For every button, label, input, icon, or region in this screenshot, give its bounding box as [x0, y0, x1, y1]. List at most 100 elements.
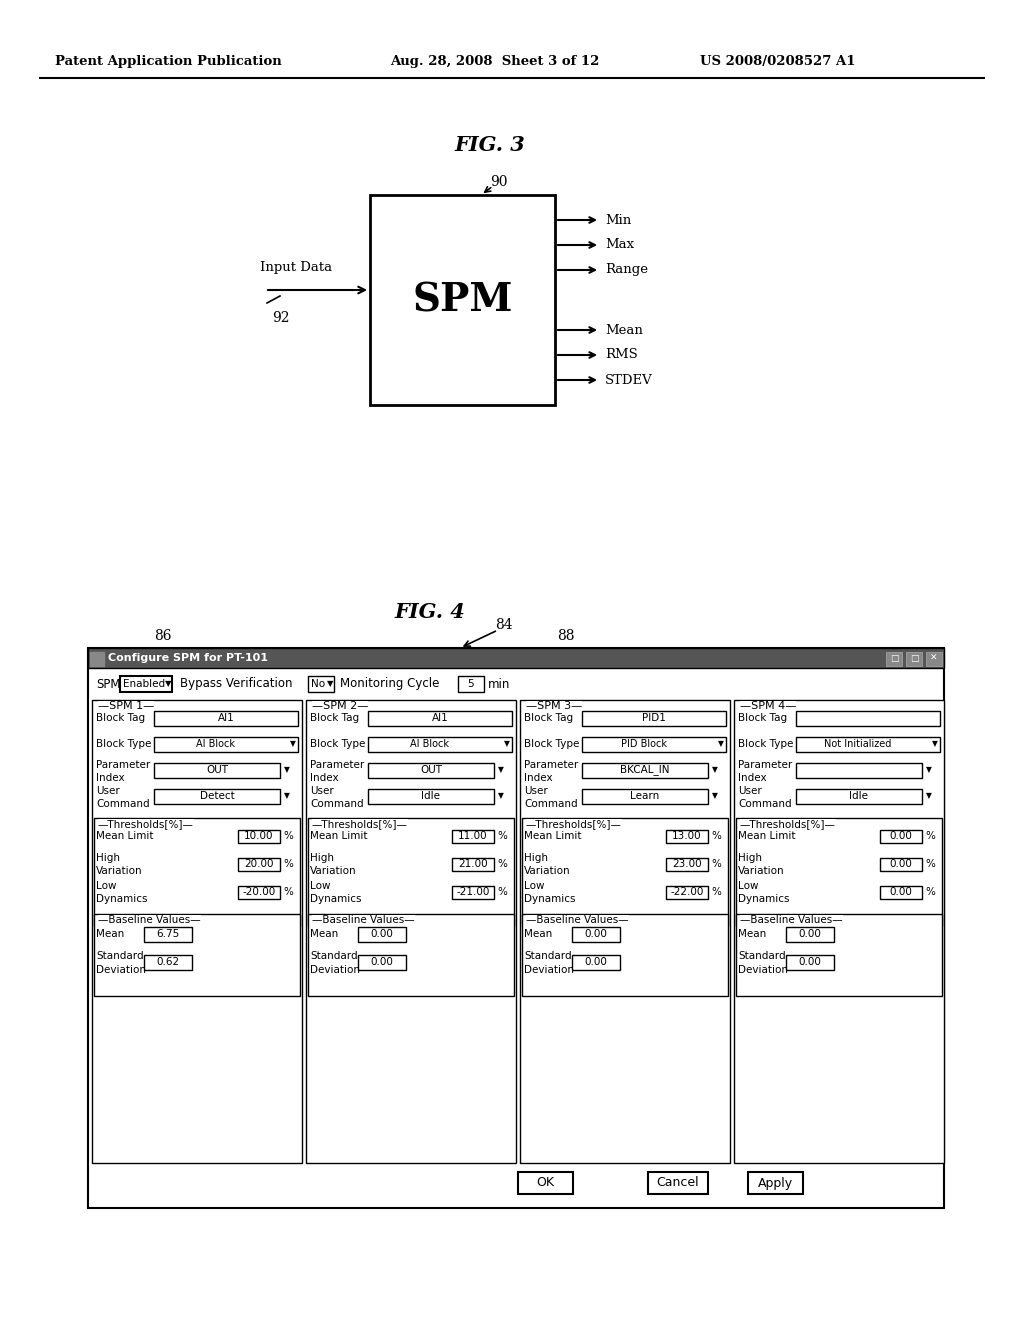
Text: ▼: ▼: [284, 766, 290, 775]
Bar: [358, 927, 406, 942]
Text: Mean: Mean: [96, 929, 124, 939]
Bar: [582, 711, 726, 726]
Text: %: %: [497, 887, 507, 898]
Text: —Thresholds[%]—: —Thresholds[%]—: [98, 818, 194, 829]
Text: Mean Limit: Mean Limit: [96, 832, 154, 841]
Bar: [370, 195, 555, 405]
Text: 21.00: 21.00: [458, 859, 487, 869]
Text: Block Tag: Block Tag: [96, 713, 145, 723]
Text: Not Initialized: Not Initialized: [824, 739, 892, 748]
Bar: [736, 818, 942, 927]
Text: —SPM 4—: —SPM 4—: [740, 701, 797, 711]
Text: Mean: Mean: [310, 929, 338, 939]
Bar: [306, 700, 516, 1163]
Text: Index: Index: [738, 774, 767, 783]
Bar: [666, 830, 708, 843]
Text: Low: Low: [96, 880, 117, 891]
Bar: [88, 648, 944, 1208]
Text: Deviation: Deviation: [738, 965, 788, 975]
Text: Bypass Verification: Bypass Verification: [180, 677, 293, 690]
Bar: [94, 913, 300, 997]
Text: Low: Low: [738, 880, 759, 891]
Bar: [582, 737, 726, 752]
Bar: [154, 737, 298, 752]
Text: ▼: ▼: [504, 739, 510, 748]
Text: %: %: [497, 859, 507, 869]
Text: Learn: Learn: [631, 791, 659, 801]
Text: Dynamics: Dynamics: [310, 894, 361, 904]
Bar: [368, 737, 512, 752]
Text: %: %: [283, 887, 293, 898]
Text: 11.00: 11.00: [458, 832, 487, 841]
Text: 0.00: 0.00: [585, 929, 607, 939]
Text: Block Tag: Block Tag: [738, 713, 787, 723]
Bar: [748, 1172, 803, 1195]
Text: User: User: [96, 785, 120, 796]
Text: ▼: ▼: [926, 766, 932, 775]
Text: %: %: [283, 859, 293, 869]
Bar: [458, 676, 484, 692]
Bar: [154, 789, 280, 804]
Text: ▼: ▼: [712, 766, 718, 775]
Text: %: %: [497, 832, 507, 841]
Bar: [522, 913, 728, 997]
Text: Cancel: Cancel: [656, 1176, 699, 1189]
Text: Dynamics: Dynamics: [96, 894, 147, 904]
Text: □: □: [909, 653, 919, 663]
Text: 13.00: 13.00: [672, 832, 701, 841]
Bar: [238, 830, 280, 843]
Text: AI Block: AI Block: [197, 739, 236, 748]
Text: %: %: [925, 832, 935, 841]
Text: %: %: [711, 887, 721, 898]
Text: Standard: Standard: [310, 950, 357, 961]
Bar: [368, 789, 494, 804]
Text: Min: Min: [605, 214, 631, 227]
Bar: [144, 954, 193, 970]
Text: %: %: [711, 832, 721, 841]
Bar: [648, 1172, 708, 1195]
Text: Variation: Variation: [96, 866, 142, 876]
Bar: [308, 676, 334, 692]
Text: SPM: SPM: [96, 677, 121, 690]
Bar: [308, 818, 514, 927]
Bar: [736, 913, 942, 997]
Text: Block Type: Block Type: [310, 739, 366, 748]
Text: 0.00: 0.00: [890, 832, 912, 841]
Text: RMS: RMS: [605, 348, 638, 362]
Text: Mean Limit: Mean Limit: [310, 832, 368, 841]
Text: ▼: ▼: [932, 739, 938, 748]
Text: AI1: AI1: [432, 713, 449, 723]
Text: 88: 88: [557, 630, 574, 643]
Text: 0.00: 0.00: [890, 887, 912, 898]
Bar: [796, 737, 940, 752]
Text: Dynamics: Dynamics: [524, 894, 575, 904]
Text: —SPM 3—: —SPM 3—: [526, 701, 583, 711]
Text: Monitoring Cycle: Monitoring Cycle: [340, 677, 439, 690]
Bar: [452, 886, 494, 899]
Text: -20.00: -20.00: [243, 887, 275, 898]
Text: AI1: AI1: [218, 713, 234, 723]
Bar: [880, 886, 922, 899]
Text: AI Block: AI Block: [411, 739, 450, 748]
Bar: [368, 763, 494, 777]
Bar: [734, 700, 944, 1163]
Text: ▼: ▼: [290, 739, 296, 748]
Bar: [906, 652, 922, 667]
Text: ▼: ▼: [718, 739, 724, 748]
Text: Max: Max: [605, 239, 634, 252]
Text: Deviation: Deviation: [524, 965, 574, 975]
Text: 92: 92: [272, 312, 290, 325]
Text: Mean: Mean: [524, 929, 552, 939]
Text: Command: Command: [96, 799, 150, 809]
Text: User: User: [310, 785, 334, 796]
Text: US 2008/0208527 A1: US 2008/0208527 A1: [700, 55, 855, 69]
Text: Standard: Standard: [96, 950, 143, 961]
Text: 90: 90: [490, 176, 508, 189]
Text: Block Tag: Block Tag: [310, 713, 359, 723]
Bar: [796, 763, 922, 777]
Text: Variation: Variation: [524, 866, 570, 876]
Text: %: %: [711, 859, 721, 869]
Text: Block Type: Block Type: [524, 739, 580, 748]
Text: %: %: [283, 832, 293, 841]
Text: Parameter: Parameter: [96, 760, 151, 770]
